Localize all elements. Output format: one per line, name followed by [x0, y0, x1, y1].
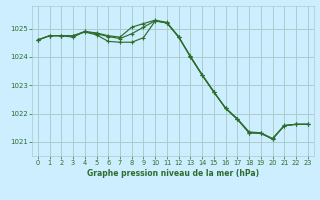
- X-axis label: Graphe pression niveau de la mer (hPa): Graphe pression niveau de la mer (hPa): [87, 169, 259, 178]
